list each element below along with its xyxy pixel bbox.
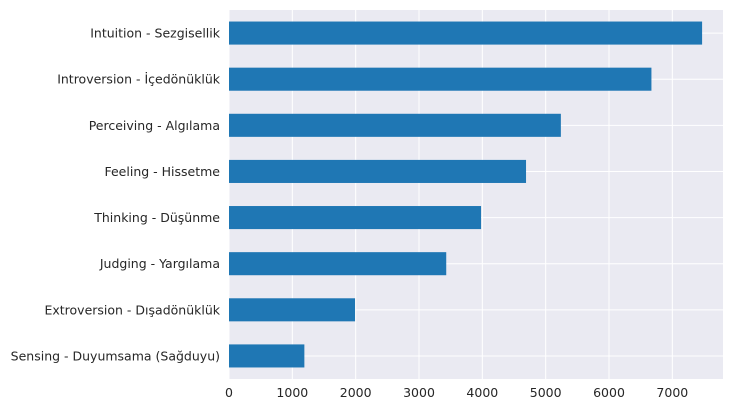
y-tick-label: Judging - Yargılama <box>99 256 220 271</box>
x-tick-label: 0 <box>225 385 233 400</box>
x-tick-label: 1000 <box>276 385 308 400</box>
bar <box>229 252 447 276</box>
x-tick-label: 5000 <box>530 385 562 400</box>
x-tick-label: 6000 <box>593 385 625 400</box>
y-tick-labels: Intuition - Sezgisellik Introversion - İç… <box>11 26 221 364</box>
x-tick-label: 7000 <box>656 385 688 400</box>
bars <box>229 21 703 368</box>
x-tick-label: 2000 <box>340 385 372 400</box>
y-tick-label: Extroversion - Dışadönüklük <box>44 302 220 317</box>
y-tick-label: Introversion - İçedönüklük <box>57 72 221 87</box>
bar <box>229 344 305 368</box>
plot-area <box>229 10 723 379</box>
y-tick-label: Sensing - Duyumsama (Sağduyu) <box>11 348 220 363</box>
y-tick-label: Perceiving - Algılama <box>89 118 220 133</box>
bar <box>229 67 652 91</box>
bar <box>229 298 356 322</box>
y-tick-label: Thinking - Düşünme <box>93 210 220 225</box>
y-tick-label: Feeling - Hissetme <box>104 164 220 179</box>
bar <box>229 113 561 137</box>
x-tick-label: 4000 <box>466 385 498 400</box>
y-tick-label: Intuition - Sezgisellik <box>90 26 221 41</box>
x-tick-label: 3000 <box>403 385 435 400</box>
bar <box>229 206 482 230</box>
x-tick-labels: 0 1000 2000 3000 4000 5000 6000 7000 <box>225 385 688 400</box>
bar <box>229 159 527 183</box>
bar <box>229 21 703 45</box>
